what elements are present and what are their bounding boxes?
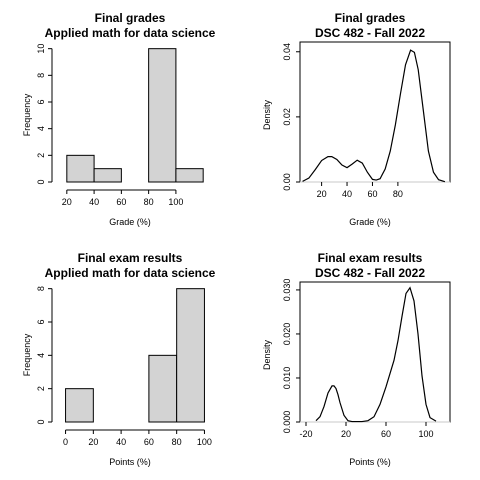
- y-tick-label: 0.010: [282, 367, 292, 390]
- x-tick-label: 80: [144, 197, 154, 207]
- plot-frame: [299, 41, 451, 183]
- histogram-bar: [65, 388, 94, 423]
- x-tick-label: 60: [116, 197, 126, 207]
- x-tick-label: 60: [144, 437, 154, 447]
- y-tick-label: 6: [36, 99, 46, 104]
- y-tick-label: 0.02: [282, 108, 292, 126]
- y-tick-label: 8: [36, 286, 46, 291]
- x-tick-label: 20: [341, 429, 351, 439]
- x-tick-label: -20: [299, 429, 312, 439]
- y-tick-label: 0.00: [282, 173, 292, 191]
- histogram-bar: [148, 354, 178, 423]
- x-tick-label: 40: [116, 437, 126, 447]
- y-axis-label: Density: [262, 99, 272, 130]
- histogram-bar: [93, 168, 122, 183]
- y-tick-label: 0.04: [282, 43, 292, 61]
- x-tick-label: 80: [393, 189, 403, 199]
- y-axis-label: Frequency: [22, 333, 32, 376]
- chart-subtitle: Applied math for data science: [45, 266, 216, 280]
- x-axis-label: Points (%): [109, 457, 151, 467]
- x-axis-label: Grade (%): [349, 217, 391, 227]
- chart-title: Final exam results: [78, 251, 183, 265]
- histogram-bar: [175, 168, 204, 183]
- chart-title: Final exam results: [318, 251, 423, 265]
- histogram-bar: [148, 48, 177, 183]
- x-tick-label: 20: [88, 437, 98, 447]
- chart-title: Final grades: [95, 11, 166, 25]
- density-curve: [315, 286, 437, 423]
- histogram-bar: [66, 154, 95, 183]
- y-tick-label: 2: [36, 153, 46, 158]
- x-tick-label: 80: [172, 437, 182, 447]
- x-tick-label: 0: [63, 437, 68, 447]
- exam-histogram-panel: Final exam results Applied math for data…: [22, 251, 216, 467]
- x-tick-label: 100: [418, 429, 433, 439]
- x-tick-label: 60: [367, 189, 377, 199]
- y-tick-label: 0.000: [282, 411, 292, 434]
- y-axis-label: Frequency: [22, 93, 32, 136]
- x-tick-label: 100: [168, 197, 183, 207]
- x-axis-label: Points (%): [349, 457, 391, 467]
- plot-frame: [299, 281, 451, 423]
- y-tick-label: 4: [36, 353, 46, 358]
- chart-subtitle: DSC 482 - Fall 2022: [315, 266, 425, 280]
- exam-density-panel: Final exam results DSC 482 - Fall 2022 P…: [262, 251, 451, 467]
- chart-subtitle: DSC 482 - Fall 2022: [315, 26, 425, 40]
- grades-histogram-panel: Final grades Applied math for data scien…: [22, 11, 216, 227]
- x-tick-label: 100: [197, 437, 212, 447]
- x-tick-label: 40: [342, 189, 352, 199]
- x-tick-label: 40: [89, 197, 99, 207]
- y-tick-label: 6: [36, 319, 46, 324]
- y-tick-label: 0.030: [282, 279, 292, 302]
- y-tick-label: 0.020: [282, 323, 292, 346]
- density-curve: [302, 49, 446, 183]
- x-tick-label: 20: [62, 197, 72, 207]
- y-tick-label: 2: [36, 386, 46, 391]
- y-tick-label: 0: [36, 179, 46, 184]
- y-tick-label: 8: [36, 73, 46, 78]
- histogram-bar: [176, 288, 205, 423]
- x-tick-label: 20: [317, 189, 327, 199]
- grades-density-panel: Final grades DSC 482 - Fall 2022 Grade (…: [262, 11, 451, 227]
- y-axis-label: Density: [262, 339, 272, 370]
- y-tick-label: 10: [36, 44, 46, 54]
- y-tick-label: 4: [36, 126, 46, 131]
- y-tick-label: 0: [36, 419, 46, 424]
- chart-subtitle: Applied math for data science: [45, 26, 216, 40]
- x-axis-label: Grade (%): [109, 217, 151, 227]
- chart-title: Final grades: [335, 11, 406, 25]
- x-tick-label: 60: [381, 429, 391, 439]
